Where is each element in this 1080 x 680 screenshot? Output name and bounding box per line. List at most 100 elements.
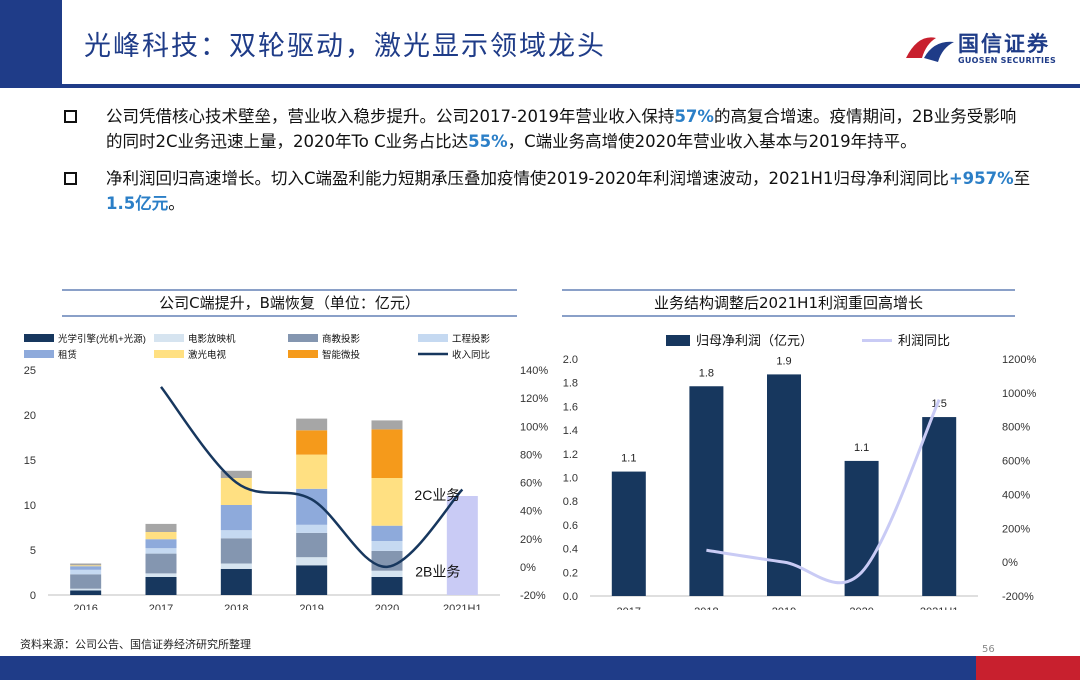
legend-label: 商教投影	[322, 333, 361, 345]
bar-segment	[220, 470, 252, 478]
y2-tick-label: 80%	[520, 449, 542, 461]
x-tick-label: 2021H1	[920, 606, 959, 610]
bullet-1-seg-1: 公司凭借核心技术壁垒，营业收入稳步提升。公司2017-2019年营业收入保持	[106, 107, 675, 126]
y-tick-label: 5	[30, 545, 36, 557]
y-tick-label: 10	[24, 500, 36, 512]
bullet-2-seg-4: 1.5	[106, 194, 136, 213]
bar-segment	[371, 420, 403, 430]
bullet-2-seg-2: +957%	[948, 169, 1014, 188]
legend-swatch	[154, 350, 184, 358]
bar-segment	[220, 563, 252, 569]
bar-segment	[296, 565, 328, 595]
legend-swatch	[666, 335, 690, 346]
y-tick-label: 1.2	[563, 449, 578, 461]
data-label: 1.1	[621, 453, 636, 465]
bar-segment	[145, 577, 177, 595]
y-tick-label: 1.0	[563, 473, 578, 485]
annotation-label: 2B业务	[415, 564, 460, 580]
chart-title-right: 业务结构调整后2021H1利润重回高增长	[562, 289, 1015, 317]
chart-title-right-text: 业务结构调整后2021H1利润重回高增长	[654, 294, 923, 312]
legend-label: 光学引擎(光机+光源)	[58, 333, 146, 345]
x-tick-label: 2020	[375, 603, 399, 610]
bar-segment	[70, 569, 102, 575]
bar-segment	[220, 530, 252, 539]
legend-label: 租赁	[58, 349, 77, 361]
data-label: 1.8	[699, 367, 714, 379]
legend-swatch	[288, 334, 318, 342]
bullet-1-seg-5: ，C端业务高增使2020年营业收入基本与2019年持平。	[507, 132, 917, 151]
x-tick-label: 2016	[73, 603, 97, 610]
bar-segment	[145, 539, 177, 549]
bar-segment	[70, 566, 102, 570]
logo-mark-icon	[906, 37, 954, 62]
page-title: 光峰科技：双轮驱动，激光显示领域龙头	[84, 31, 606, 62]
y2-tick-label: 20%	[520, 534, 542, 546]
x-tick-label: 2017	[617, 606, 641, 610]
legend-label: 收入同比	[452, 349, 490, 361]
y2-tick-label: 0%	[1002, 557, 1018, 569]
x-tick-label: 2017	[149, 603, 173, 610]
y2-tick-label: 0%	[520, 562, 536, 574]
page-number: 56	[982, 644, 995, 655]
bar-segment	[371, 577, 403, 595]
bullet-2: 净利润回归高速增长。切入C端盈利能力短期承压叠加疫情使2019-2020年利润增…	[62, 166, 1032, 216]
title-rule	[0, 84, 1080, 88]
bullet-2-seg-5: 亿元	[135, 194, 169, 213]
y2-tick-label: 100%	[520, 421, 548, 433]
annotation-label: 2C业务	[414, 487, 460, 503]
profit-bar	[844, 460, 879, 596]
bar-segment	[70, 590, 102, 595]
bar-segment	[371, 525, 403, 541]
y2-tick-label: 400%	[1002, 489, 1030, 501]
legend-label: 激光电视	[188, 349, 227, 361]
bar-segment	[145, 548, 177, 554]
bar-segment	[296, 418, 328, 431]
bar-segment	[220, 505, 252, 531]
logo-subtext: GUOSEN SECURITIES	[958, 56, 1057, 65]
legend-swatch	[288, 350, 318, 358]
bar-segment	[70, 563, 102, 566]
legend-swatch	[24, 350, 54, 358]
y2-tick-label: 800%	[1002, 422, 1030, 434]
data-label: 1.1	[854, 442, 869, 454]
profit-bar-chart: 归母净利润（亿元） 利润同比 0.0 0.2 0.4 0.6 0.8 1.0 1.2 1.4 1.6…	[563, 333, 1037, 610]
y-tick-label: 0.4	[563, 544, 578, 556]
profit-bar	[922, 417, 957, 596]
logo: 国信证券 GUOSEN SECURITIES	[904, 26, 1064, 70]
bar-2021h1	[446, 496, 478, 595]
logo-text: 国信证券	[958, 32, 1050, 56]
bar-segment	[296, 454, 328, 489]
y2-tick-label: 200%	[1002, 523, 1030, 535]
bullet-2-seg-3: 至	[1013, 169, 1031, 188]
y2-tick-label: -200%	[1002, 591, 1034, 603]
y-tick-label: 0.8	[563, 496, 578, 508]
y-tick-label: 15	[24, 455, 36, 467]
bullet-1-seg-3: 的高复合增速。疫情期间，2B业务受影响的同时2C业务迅速上量，2020年To C…	[106, 107, 1017, 151]
bar-segment	[296, 557, 328, 566]
source-note: 资料来源：公司公告、国信证券经济研究所整理	[20, 638, 251, 651]
y2-tick-label: 600%	[1002, 456, 1030, 468]
bar-segment	[145, 532, 177, 540]
y2-tick-label: -20%	[520, 590, 546, 602]
y-tick-label: 25	[24, 365, 36, 377]
legend-label: 电影放映机	[188, 333, 236, 345]
x-tick-label: 2020	[849, 606, 873, 610]
profit-bar	[689, 386, 724, 596]
profit-bar	[611, 471, 646, 596]
y-tick-label: 1.8	[563, 378, 578, 390]
bullet-box-icon	[64, 110, 77, 123]
y-tick-label: 0.0	[563, 591, 578, 603]
bullet-2-seg-6: 。	[168, 194, 185, 213]
bar-segment	[371, 570, 403, 577]
bar-segment	[145, 523, 177, 532]
data-label: 1.9	[776, 355, 791, 367]
y2-tick-label: 1000%	[1002, 388, 1036, 400]
y-tick-label: 2.0	[563, 354, 578, 366]
x-tick-label: 2019	[772, 606, 796, 610]
y-tick-label: 0.6	[563, 520, 578, 532]
title-bar: 光峰科技：双轮驱动，激光显示领域龙头	[0, 0, 1080, 88]
legend-label: 利润同比	[898, 333, 950, 348]
bar-segment	[220, 568, 252, 595]
y2-tick-label: 60%	[520, 478, 542, 490]
bullet-list: 公司凭借核心技术壁垒，营业收入稳步提升。公司2017-2019年营业收入保持57…	[62, 104, 1032, 228]
